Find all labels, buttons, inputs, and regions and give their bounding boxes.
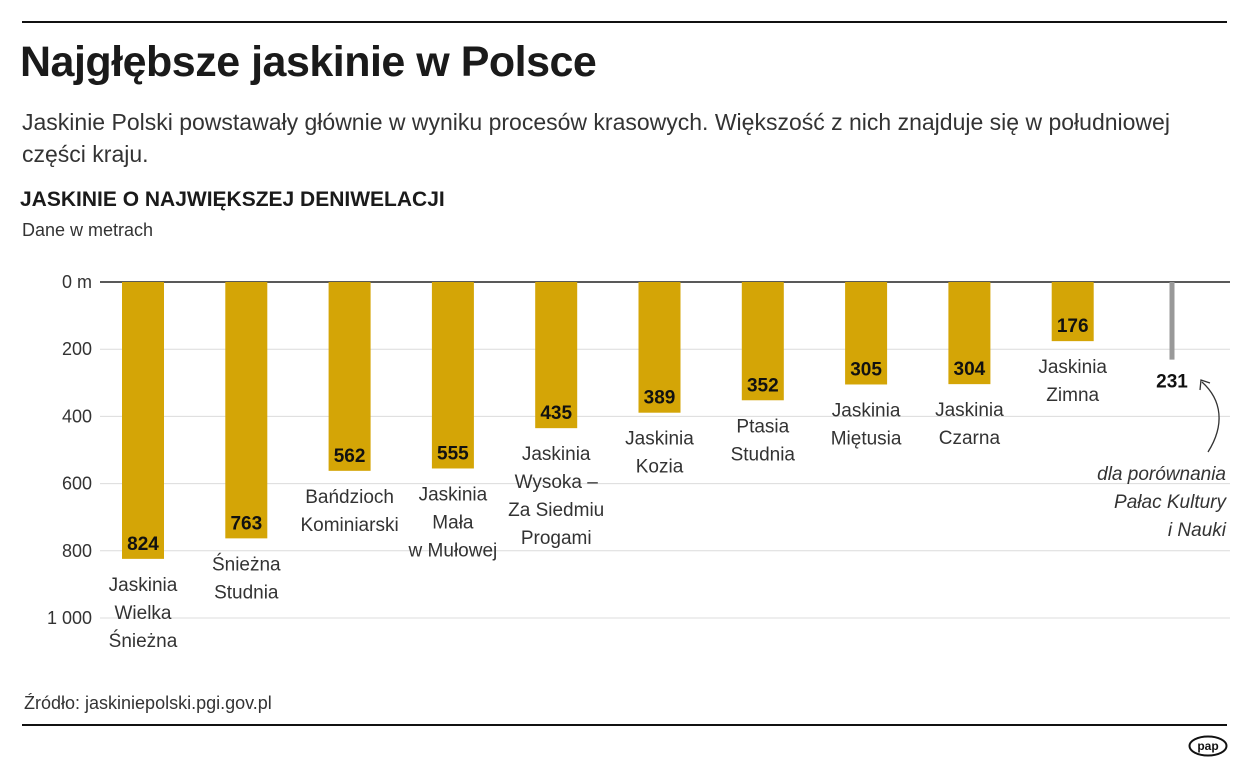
y-tick-label: 1 000 — [47, 608, 92, 628]
bar — [328, 282, 371, 471]
category-label: Jaskinia — [522, 444, 591, 465]
data-label: 435 — [540, 403, 572, 424]
y-tick-label: 400 — [62, 406, 92, 426]
y-tick-label: 800 — [62, 541, 92, 561]
data-label: 304 — [954, 359, 986, 380]
category-label: Studnia — [214, 582, 279, 603]
bar — [638, 282, 681, 413]
category-label: Bańdzioch — [305, 487, 394, 508]
category-label: Wielka — [114, 603, 171, 624]
chart-title: JASKINIE O NAJWIĘKSZEJ DENIWELACJI — [20, 188, 445, 211]
category-label: Ptasia — [736, 416, 789, 437]
y-tick-label: 200 — [62, 339, 92, 359]
data-label: 555 — [437, 443, 469, 464]
category-label: Kozia — [636, 457, 684, 478]
page-title: Najgłębsze jaskinie w Polsce — [20, 38, 597, 86]
subtitle: Jaskinie Polski powstawały głównie w wyn… — [22, 109, 1170, 167]
category-label: Jaskinia — [109, 575, 178, 596]
category-label: Jaskinia — [1038, 357, 1107, 378]
svg-text:pap: pap — [1197, 739, 1218, 753]
data-label: 562 — [334, 446, 366, 467]
category-label: Jaskinia — [419, 484, 488, 505]
category-label: Śnieżna — [212, 553, 281, 575]
category-label: Jaskinia — [625, 429, 694, 450]
comparison-annotation: dla porównania — [1097, 464, 1226, 485]
category-label: Zimna — [1046, 385, 1099, 406]
bar — [431, 282, 474, 469]
y-tick-label: 0 m — [62, 272, 92, 292]
data-label: 176 — [1057, 316, 1089, 337]
category-label: Mała — [432, 512, 474, 533]
data-label: 824 — [127, 534, 159, 555]
comparison-bar — [1169, 282, 1175, 360]
y-tick-label: 600 — [62, 474, 92, 494]
comparison-annotation: i Nauki — [1168, 520, 1227, 541]
pap-logo: pap — [1188, 735, 1228, 757]
data-label: 305 — [850, 359, 882, 380]
source-note: Źródło: jaskiniepolski.pgi.gov.pl — [24, 693, 272, 713]
comparison-annotation: Pałac Kultury — [1114, 492, 1227, 513]
category-label: w Mułowej — [408, 540, 498, 561]
bar — [535, 282, 578, 429]
category-label: Jaskinia — [832, 400, 901, 421]
arrow-head-icon — [1199, 379, 1211, 391]
top-rule — [22, 21, 1227, 23]
category-label: Miętusia — [831, 428, 902, 449]
unit-note: Dane w metrach — [22, 220, 154, 240]
category-label: Progami — [521, 528, 592, 549]
bar — [1051, 282, 1094, 342]
category-label: Śnieżna — [109, 630, 178, 652]
data-label: 763 — [230, 513, 262, 534]
bar — [122, 282, 164, 559]
bottom-rule — [22, 724, 1227, 726]
category-label: Czarna — [939, 428, 1001, 449]
category-label: Za Siedmiu — [508, 500, 604, 521]
category-label: Studnia — [731, 444, 796, 465]
bar — [741, 282, 784, 401]
bar — [845, 282, 888, 385]
annotation-arrow — [1201, 381, 1220, 453]
bar — [948, 282, 991, 385]
comparison-data-label: 231 — [1156, 372, 1188, 393]
category-label: Kominiarski — [300, 515, 398, 536]
data-label: 389 — [644, 388, 676, 409]
category-label: Wysoka – — [515, 472, 599, 493]
category-label: Jaskinia — [935, 400, 1004, 421]
data-label: 352 — [747, 375, 779, 396]
bar — [225, 282, 268, 539]
